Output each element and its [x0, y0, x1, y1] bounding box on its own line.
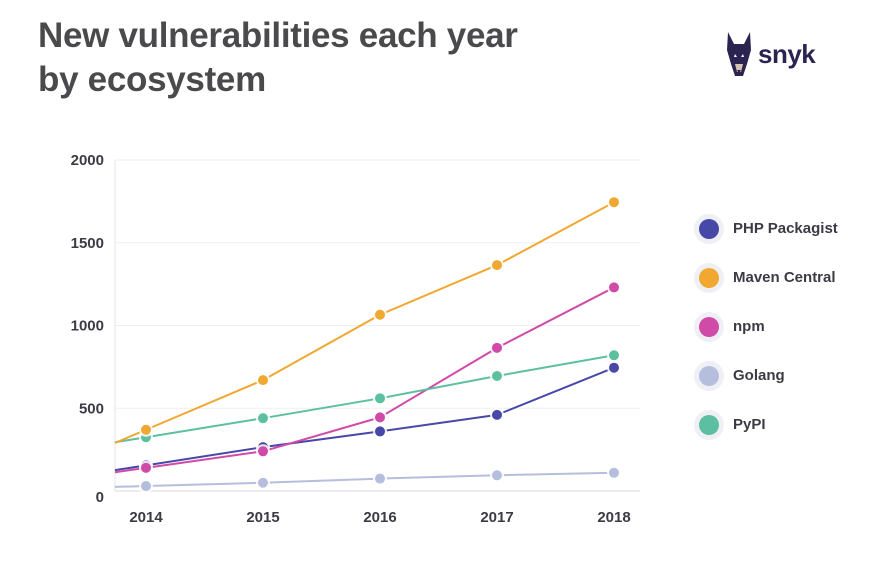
legend-swatch [699, 316, 719, 337]
data-point [141, 424, 151, 435]
legend-label: PHP Packagist [733, 220, 838, 237]
y-tick-label: 0 [96, 489, 104, 506]
data-point [258, 375, 268, 386]
data-point [258, 413, 268, 424]
data-point [258, 446, 268, 457]
data-point [609, 362, 619, 373]
legend-item: PyPI [694, 400, 838, 449]
data-point [375, 309, 385, 320]
series-line-npm [114, 286, 615, 474]
series-line-golang [114, 471, 615, 488]
legend-item: PHP Packagist [694, 204, 838, 253]
data-point [258, 477, 268, 488]
logo-wordmark: snyk [758, 38, 816, 69]
data-point [609, 282, 619, 293]
data-point [492, 342, 502, 353]
legend-item: Maven Central [694, 253, 838, 302]
legend-swatch [699, 365, 719, 386]
data-point [609, 197, 619, 208]
x-tick-label: 2016 [363, 509, 396, 526]
legend-item: Golang [694, 351, 838, 400]
data-point [492, 409, 502, 420]
chart-legend: PHP Packagist Maven Central npm Golang PyPI [694, 204, 838, 449]
legend-swatch [699, 414, 719, 435]
y-tick-label: 2000 [71, 152, 104, 169]
data-point [375, 426, 385, 437]
data-point [141, 462, 151, 473]
data-point [492, 470, 502, 481]
title-line-2: by ecosystem [38, 60, 266, 99]
legend-item: npm [694, 302, 838, 351]
data-point [141, 481, 151, 492]
title-line-1: New vulnerabilities each year [38, 16, 518, 55]
series-line-maven-central [114, 201, 615, 444]
legend-label: Golang [733, 367, 785, 384]
data-point [492, 260, 502, 271]
x-tick-label: 2014 [129, 509, 163, 526]
legend-swatch [699, 218, 719, 239]
legend-label: PyPI [733, 416, 766, 433]
data-point [609, 467, 619, 478]
legend-label: npm [733, 318, 765, 335]
series-line-php-packagist [114, 366, 615, 472]
chart-title: New vulnerabilities each year by ecosyst… [38, 14, 518, 102]
data-point [375, 473, 385, 484]
snyk-logo: snyk [724, 30, 816, 78]
x-tick-label: 2015 [246, 509, 279, 526]
y-tick-label: 1500 [71, 235, 104, 252]
data-point [609, 350, 619, 361]
data-point [375, 393, 385, 404]
data-point [375, 412, 385, 423]
x-tick-label: 2017 [480, 509, 513, 526]
y-tick-label: 500 [79, 400, 104, 417]
data-point [492, 370, 502, 381]
legend-label: Maven Central [733, 269, 836, 286]
y-tick-label: 1000 [71, 318, 104, 335]
dog-head-icon [727, 32, 751, 76]
x-tick-label: 2018 [597, 509, 630, 526]
legend-swatch [699, 267, 719, 288]
